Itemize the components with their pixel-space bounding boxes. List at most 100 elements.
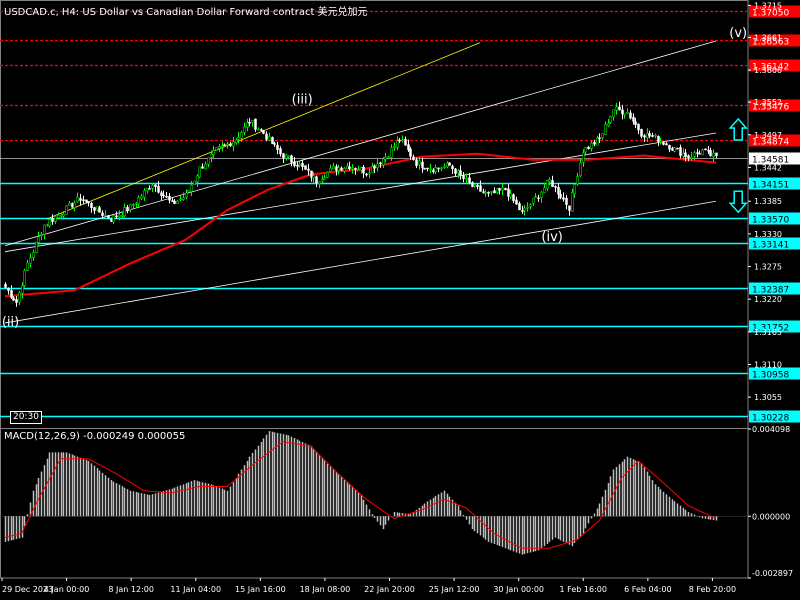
time-tick-label: 8 Feb 20:00: [689, 585, 736, 594]
bear-candle: [657, 135, 660, 142]
support-price-label: 1.31752: [752, 324, 789, 334]
bear-candle: [709, 150, 712, 157]
bear-candle: [10, 290, 13, 298]
bear-candle: [79, 198, 82, 201]
bull-candle: [457, 170, 460, 174]
bull-candle: [357, 169, 360, 172]
macd-signal-line: [4, 441, 717, 549]
bear-candle: [559, 193, 562, 199]
bear-candle: [648, 133, 651, 137]
bear-candle: [229, 143, 232, 146]
bull-candle: [251, 119, 254, 123]
bear-candle: [340, 167, 343, 171]
bear-candle: [93, 207, 96, 211]
bear-candle: [554, 186, 557, 188]
bull-candle: [712, 153, 715, 157]
time-tick-label: 18 Jan 08:00: [300, 585, 351, 594]
bull-candle: [584, 147, 587, 153]
price-tick-label: 1.3275: [754, 263, 782, 272]
bear-candle: [698, 153, 701, 155]
bull-candle: [112, 215, 115, 223]
bear-candle: [7, 287, 10, 291]
bear-candle: [593, 141, 596, 145]
bear-candle: [15, 299, 18, 303]
bull-candle: [368, 172, 371, 175]
bull-candle: [76, 196, 79, 203]
bear-candle: [168, 196, 171, 201]
bear-candle: [676, 147, 679, 150]
bear-candle: [618, 106, 621, 111]
bull-candle: [143, 190, 146, 198]
bull-candle: [185, 192, 188, 198]
bull-candle: [601, 133, 604, 138]
price-tick-label: 1.3661: [754, 33, 782, 42]
bull-candle: [190, 184, 193, 192]
channel-trendline: [4, 40, 717, 247]
bull-candle: [529, 204, 532, 207]
bull-candle: [484, 192, 487, 194]
bull-candle: [323, 177, 326, 180]
bull-candle: [32, 251, 35, 258]
wave-label: (iv): [541, 230, 562, 245]
bull-candle: [682, 153, 685, 157]
bull-candle: [596, 137, 599, 146]
resistance-price-label: 1.37050: [752, 9, 789, 19]
bear-candle: [282, 153, 285, 159]
price-tick-label: 1.3385: [754, 197, 782, 206]
resistance-price-tag: [749, 5, 800, 18]
bear-candle: [51, 218, 54, 222]
bull-candle: [132, 204, 135, 206]
bear-candle: [201, 166, 204, 169]
bull-candle: [235, 139, 238, 144]
bear-candle: [512, 194, 515, 202]
bear-candle: [254, 118, 257, 130]
price-tick-label: 1.3330: [754, 230, 782, 239]
bear-candle: [301, 163, 304, 167]
bear-candle: [634, 121, 637, 125]
time-tick-label: 29 Dec 2023: [2, 585, 53, 594]
time-tick-label: 25 Jan 12:00: [429, 585, 480, 594]
bull-candle: [440, 167, 443, 170]
bear-candle: [304, 165, 307, 170]
bull-candle: [129, 204, 132, 211]
bull-candle: [382, 158, 385, 166]
price-tick-label: 1.3442: [754, 163, 782, 172]
bear-candle: [348, 166, 351, 169]
bear-candle: [668, 145, 671, 150]
bear-candle: [479, 185, 482, 192]
bear-candle: [365, 173, 368, 176]
bear-candle: [248, 121, 251, 124]
channel-trendline: [4, 200, 717, 324]
bear-candle: [379, 162, 382, 164]
resistance-price-label: 1.34874: [752, 138, 789, 148]
bull-candle: [546, 180, 549, 189]
bull-candle: [146, 188, 149, 192]
resistance-price-tag: [749, 34, 800, 47]
bear-candle: [4, 284, 7, 288]
bull-candle: [243, 126, 246, 133]
bull-candle: [326, 172, 329, 178]
bull-candle: [40, 234, 43, 236]
bear-candle: [632, 116, 635, 122]
bull-candle: [540, 191, 543, 198]
bull-candle: [360, 167, 363, 171]
bull-candle: [257, 128, 260, 131]
time-tick-label: 30 Jan 00:00: [493, 585, 544, 594]
bear-candle: [598, 137, 601, 140]
bull-candle: [176, 200, 179, 204]
bull-candle: [615, 106, 618, 111]
bear-candle: [265, 133, 268, 140]
bear-candle: [448, 162, 451, 166]
bear-candle: [459, 170, 462, 176]
bear-candle: [454, 168, 457, 174]
bull-candle: [210, 153, 213, 158]
bear-candle: [154, 184, 157, 188]
bull-candle: [23, 270, 26, 286]
bull-candle: [46, 224, 49, 227]
bear-candle: [293, 161, 296, 166]
bear-candle: [487, 192, 490, 194]
support-price-tag: [749, 367, 800, 380]
bull-candle: [37, 236, 40, 243]
bull-candle: [26, 262, 29, 271]
